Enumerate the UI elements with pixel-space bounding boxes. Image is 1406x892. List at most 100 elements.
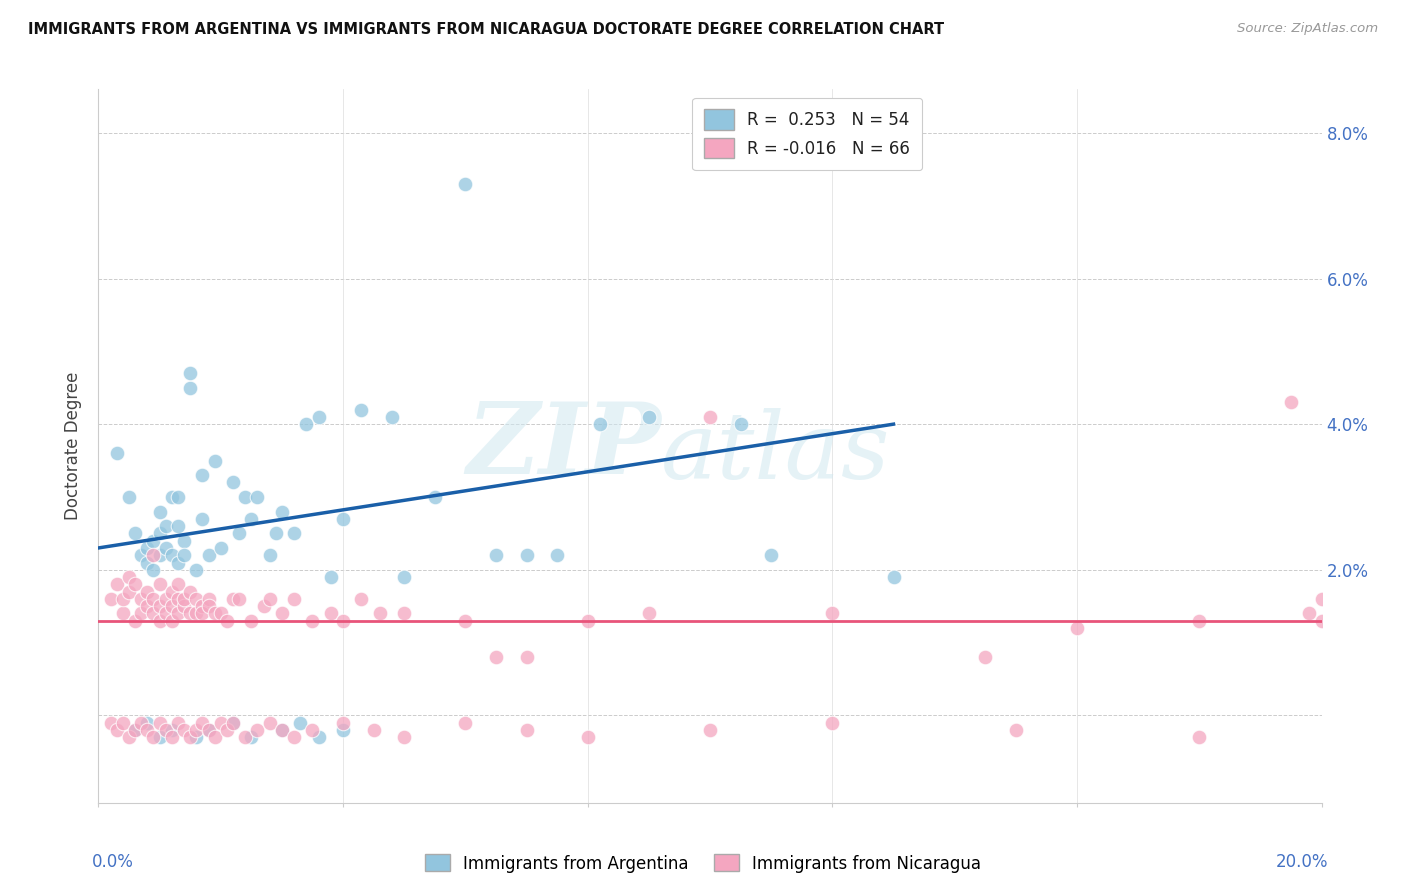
Point — [160, 548, 183, 562]
Point — [167, 577, 190, 591]
Point — [155, 723, 177, 737]
Point — [1279, 395, 1302, 409]
Point — [546, 548, 568, 562]
Point — [209, 715, 232, 730]
Point — [142, 533, 165, 548]
Point — [259, 591, 281, 606]
Point — [136, 715, 159, 730]
Point — [155, 519, 177, 533]
Point — [240, 731, 263, 745]
Point — [319, 570, 342, 584]
Point — [516, 723, 538, 737]
Point — [197, 548, 219, 562]
Point — [821, 715, 844, 730]
Point — [454, 177, 477, 191]
Point — [105, 446, 128, 460]
Point — [118, 731, 141, 745]
Point — [228, 526, 250, 541]
Point — [246, 490, 269, 504]
Point — [155, 541, 177, 555]
Point — [1188, 614, 1211, 628]
Point — [516, 548, 538, 562]
Point — [637, 409, 661, 424]
Point — [129, 548, 152, 562]
Point — [204, 731, 226, 745]
Point — [730, 417, 752, 432]
Point — [124, 614, 146, 628]
Text: ZIP: ZIP — [467, 398, 661, 494]
Point — [149, 526, 172, 541]
Point — [699, 409, 721, 424]
Point — [381, 409, 404, 424]
Point — [283, 591, 305, 606]
Point — [308, 409, 330, 424]
Point — [264, 526, 287, 541]
Point — [332, 723, 354, 737]
Point — [222, 715, 245, 730]
Point — [136, 541, 159, 555]
Point — [392, 731, 416, 745]
Point — [283, 731, 305, 745]
Point — [637, 607, 661, 621]
Point — [252, 599, 274, 614]
Point — [821, 607, 844, 621]
Point — [118, 570, 141, 584]
Point — [149, 715, 172, 730]
Point — [186, 607, 208, 621]
Point — [576, 731, 599, 745]
Point — [1310, 614, 1333, 628]
Legend: Immigrants from Argentina, Immigrants from Nicaragua: Immigrants from Argentina, Immigrants fr… — [418, 847, 988, 880]
Point — [454, 614, 477, 628]
Point — [160, 599, 183, 614]
Point — [197, 599, 219, 614]
Point — [368, 607, 391, 621]
Point — [516, 650, 538, 665]
Point — [191, 715, 214, 730]
Point — [149, 504, 172, 518]
Point — [124, 577, 146, 591]
Point — [173, 591, 195, 606]
Legend: R =  0.253   N = 54, R = -0.016   N = 66: R = 0.253 N = 54, R = -0.016 N = 66 — [692, 97, 922, 169]
Point — [111, 591, 134, 606]
Point — [186, 563, 208, 577]
Y-axis label: Doctorate Degree: Doctorate Degree — [65, 372, 83, 520]
Point — [136, 723, 159, 737]
Point — [160, 731, 183, 745]
Point — [270, 504, 292, 518]
Point — [105, 723, 128, 737]
Point — [111, 715, 134, 730]
Point — [149, 599, 172, 614]
Point — [1004, 723, 1026, 737]
Point — [1298, 607, 1320, 621]
Point — [332, 512, 354, 526]
Point — [179, 584, 201, 599]
Point — [589, 417, 612, 432]
Point — [454, 715, 477, 730]
Point — [160, 723, 183, 737]
Point — [233, 490, 256, 504]
Point — [142, 607, 165, 621]
Point — [222, 475, 245, 490]
Point — [209, 541, 232, 555]
Point — [204, 607, 226, 621]
Point — [155, 591, 177, 606]
Point — [186, 731, 208, 745]
Point — [423, 490, 446, 504]
Point — [392, 607, 416, 621]
Point — [179, 381, 201, 395]
Point — [295, 417, 318, 432]
Point — [124, 526, 146, 541]
Point — [173, 599, 195, 614]
Point — [215, 723, 238, 737]
Point — [167, 715, 190, 730]
Point — [233, 731, 256, 745]
Point — [204, 453, 226, 467]
Text: Source: ZipAtlas.com: Source: ZipAtlas.com — [1237, 22, 1378, 36]
Point — [167, 607, 190, 621]
Point — [142, 563, 165, 577]
Point — [301, 723, 323, 737]
Point — [124, 723, 146, 737]
Text: 20.0%: 20.0% — [1275, 853, 1327, 871]
Point — [167, 490, 190, 504]
Point — [759, 548, 782, 562]
